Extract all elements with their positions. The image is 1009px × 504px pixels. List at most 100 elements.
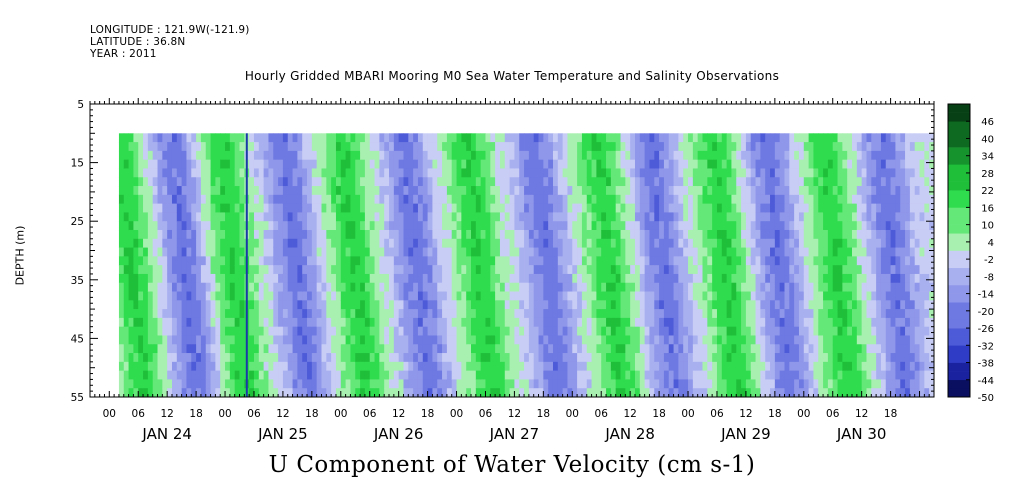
heatmap-cell: [210, 370, 216, 380]
heatmap-cell: [707, 379, 713, 389]
heatmap-cell: [268, 168, 274, 178]
chart-title: Hourly Gridded MBARI Mooring M0 Sea Wate…: [244, 69, 780, 83]
heatmap-cell: [572, 282, 578, 292]
heatmap-cell: [514, 344, 520, 354]
heatmap-cell: [196, 229, 202, 240]
heatmap-cell: [741, 177, 747, 187]
heatmap-cell: [712, 273, 718, 284]
heatmap-cell: [789, 256, 795, 266]
heatmap-cell: [803, 238, 809, 248]
heatmap-cell: [273, 353, 279, 363]
heatmap-cell: [895, 212, 901, 222]
heatmap-cell: [307, 317, 313, 328]
heatmap-cell: [403, 379, 409, 389]
heatmap-cell: [866, 335, 872, 345]
heatmap-cell: [789, 142, 795, 152]
heatmap-cell: [138, 379, 144, 389]
heatmap-cell: [509, 370, 515, 380]
heatmap-cell: [442, 317, 448, 328]
heatmap-cell: [712, 282, 718, 292]
heatmap-cell: [856, 229, 863, 240]
heatmap-cell: [229, 159, 236, 169]
heatmap-cell: [422, 159, 428, 169]
heatmap-cell: [543, 177, 549, 187]
heatmap-cell: [808, 194, 814, 205]
heatmap-cell: [649, 353, 655, 363]
heatmap-cell: [302, 317, 308, 328]
heatmap-cell: [745, 159, 752, 169]
heatmap-cell: [741, 273, 747, 284]
heatmap-cell: [509, 247, 515, 257]
heatmap-cell: [692, 133, 699, 143]
heatmap-cell: [678, 317, 684, 328]
heatmap-cell: [162, 379, 168, 389]
heatmap-cell: [446, 317, 453, 328]
heatmap-cell: [268, 142, 274, 152]
heatmap-cell: [774, 335, 781, 345]
heatmap-cell: [143, 238, 149, 248]
heatmap-cell: [900, 229, 906, 240]
heatmap-cell: [798, 273, 805, 284]
heatmap-cell: [832, 142, 838, 152]
heatmap-cell: [374, 300, 380, 310]
heatmap-cell: [842, 177, 848, 187]
heatmap-cell: [615, 177, 621, 187]
heatmap-cell: [480, 133, 486, 143]
heatmap-cell: [442, 256, 448, 266]
heatmap-cell: [509, 177, 515, 187]
heatmap-cell: [659, 309, 665, 319]
heatmap-cell: [143, 150, 149, 161]
heatmap-cell: [548, 177, 554, 187]
heatmap-cell: [364, 388, 371, 398]
heatmap-cell: [596, 247, 602, 257]
heatmap-cell: [461, 300, 467, 310]
heatmap-cell: [741, 309, 747, 319]
heatmap-cell: [538, 221, 544, 231]
heatmap-cell: [384, 150, 390, 161]
heatmap-cell: [167, 379, 173, 389]
heatmap-cell: [774, 309, 781, 319]
heatmap-cell: [900, 317, 906, 328]
heatmap-cell: [760, 344, 766, 354]
heatmap-cell: [832, 317, 838, 328]
heatmap-cell: [726, 291, 732, 301]
heatmap-cell: [779, 212, 785, 222]
heatmap-cell: [634, 212, 641, 222]
heatmap-cell: [398, 150, 404, 161]
heatmap-cell: [668, 291, 674, 301]
heatmap-cell: [268, 388, 274, 398]
heatmap-cell: [152, 379, 158, 389]
heatmap-cell: [914, 273, 920, 284]
heatmap-cell: [668, 326, 674, 336]
heatmap-cell: [572, 212, 578, 222]
heatmap-cell: [200, 353, 207, 363]
heatmap-cell: [586, 370, 592, 380]
heatmap-cell: [861, 238, 867, 248]
heatmap-cell: [408, 221, 414, 231]
heatmap-cell: [215, 361, 221, 372]
heatmap-cell: [832, 344, 838, 354]
heatmap-cell: [803, 273, 809, 284]
heatmap-cell: [663, 212, 670, 222]
heatmap-cell: [610, 177, 617, 187]
heatmap-cell: [625, 370, 631, 380]
heatmap-cell: [678, 379, 684, 389]
heatmap-cell: [302, 388, 308, 398]
heatmap-cell: [442, 335, 448, 345]
heatmap-cell: [446, 388, 453, 398]
heatmap-cell: [355, 282, 361, 292]
heatmap-cell: [389, 265, 395, 275]
heatmap-cell: [210, 388, 216, 398]
heatmap-cell: [861, 361, 867, 372]
heatmap-cell: [760, 203, 766, 213]
heatmap-cell: [311, 238, 318, 248]
heatmap-cell: [490, 344, 496, 354]
heatmap-cell: [895, 273, 901, 284]
heatmap-cell: [731, 194, 737, 205]
heatmap-cell: [234, 379, 240, 389]
heatmap-cell: [379, 265, 385, 275]
heatmap-cell: [403, 203, 409, 213]
heatmap-cell: [770, 168, 776, 178]
heatmap-cell: [432, 203, 438, 213]
heatmap-cell: [316, 361, 322, 372]
